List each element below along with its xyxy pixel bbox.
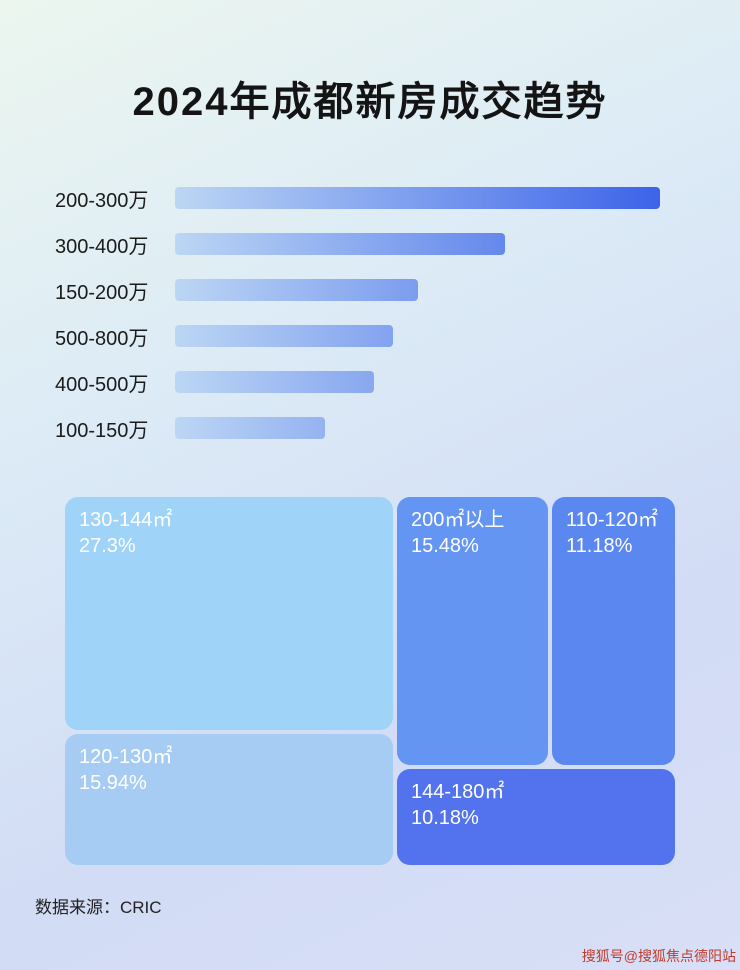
bar-row: 400-500万 xyxy=(55,359,695,405)
bar-category-label: 150-200万 xyxy=(55,281,149,304)
treemap-block-label: 130-144㎡ xyxy=(79,509,173,531)
treemap-block-label: 144-180㎡ xyxy=(411,781,505,803)
bar-row: 500-800万 xyxy=(55,313,695,359)
treemap-block: 144-180㎡ 10.18% xyxy=(397,769,675,865)
bar xyxy=(175,371,374,393)
treemap-block-value: 11.18% xyxy=(566,535,633,557)
page-title: 2024年成都新房成交趋势 xyxy=(132,79,608,124)
data-source-label: 数据来源：CRIC xyxy=(35,898,162,917)
bar-category-label: 300-400万 xyxy=(55,235,149,258)
bar xyxy=(175,279,418,301)
treemap-block-value: 10.18% xyxy=(411,807,479,829)
treemap-block-label: 200㎡以上 xyxy=(411,509,505,531)
bar-row: 150-200万 xyxy=(55,267,695,313)
treemap-block-value: 15.48% xyxy=(411,535,479,557)
bar-category-label: 400-500万 xyxy=(55,373,149,396)
price-band-bar-chart: 200-300万 300-400万 150-200万 500-800万 400-500万… xyxy=(55,175,695,451)
treemap-block-value: 27.3% xyxy=(79,535,136,557)
bar xyxy=(175,417,326,439)
treemap-block-label: 120-130㎡ xyxy=(79,746,173,768)
bar-row: 300-400万 xyxy=(55,221,695,267)
bar-row: 100-150万 xyxy=(55,405,695,451)
treemap-block-label: 110-120㎡ xyxy=(566,509,658,531)
treemap-block: 130-144㎡ 27.3% xyxy=(65,497,393,730)
bar-category-label: 200-300万 xyxy=(55,189,149,212)
bar-row: 200-300万 xyxy=(55,175,695,221)
bar xyxy=(175,187,660,209)
treemap-block: 200㎡以上 15.48% xyxy=(397,497,548,765)
treemap-block: 120-130㎡ 15.94% xyxy=(65,734,393,865)
treemap-block-value: 15.94% xyxy=(79,772,147,794)
area-size-treemap: 130-144㎡ 27.3% 200㎡以上 15.48% 110-120㎡ 11.18% 1… xyxy=(65,497,675,865)
bar xyxy=(175,233,505,255)
bar xyxy=(175,325,394,347)
bar-category-label: 500-800万 xyxy=(55,327,149,350)
bar-category-label: 100-150万 xyxy=(55,419,149,442)
watermark: 搜狐号@搜狐焦点德阳站 xyxy=(581,948,736,964)
treemap-block: 110-120㎡ 11.18% xyxy=(552,497,675,765)
